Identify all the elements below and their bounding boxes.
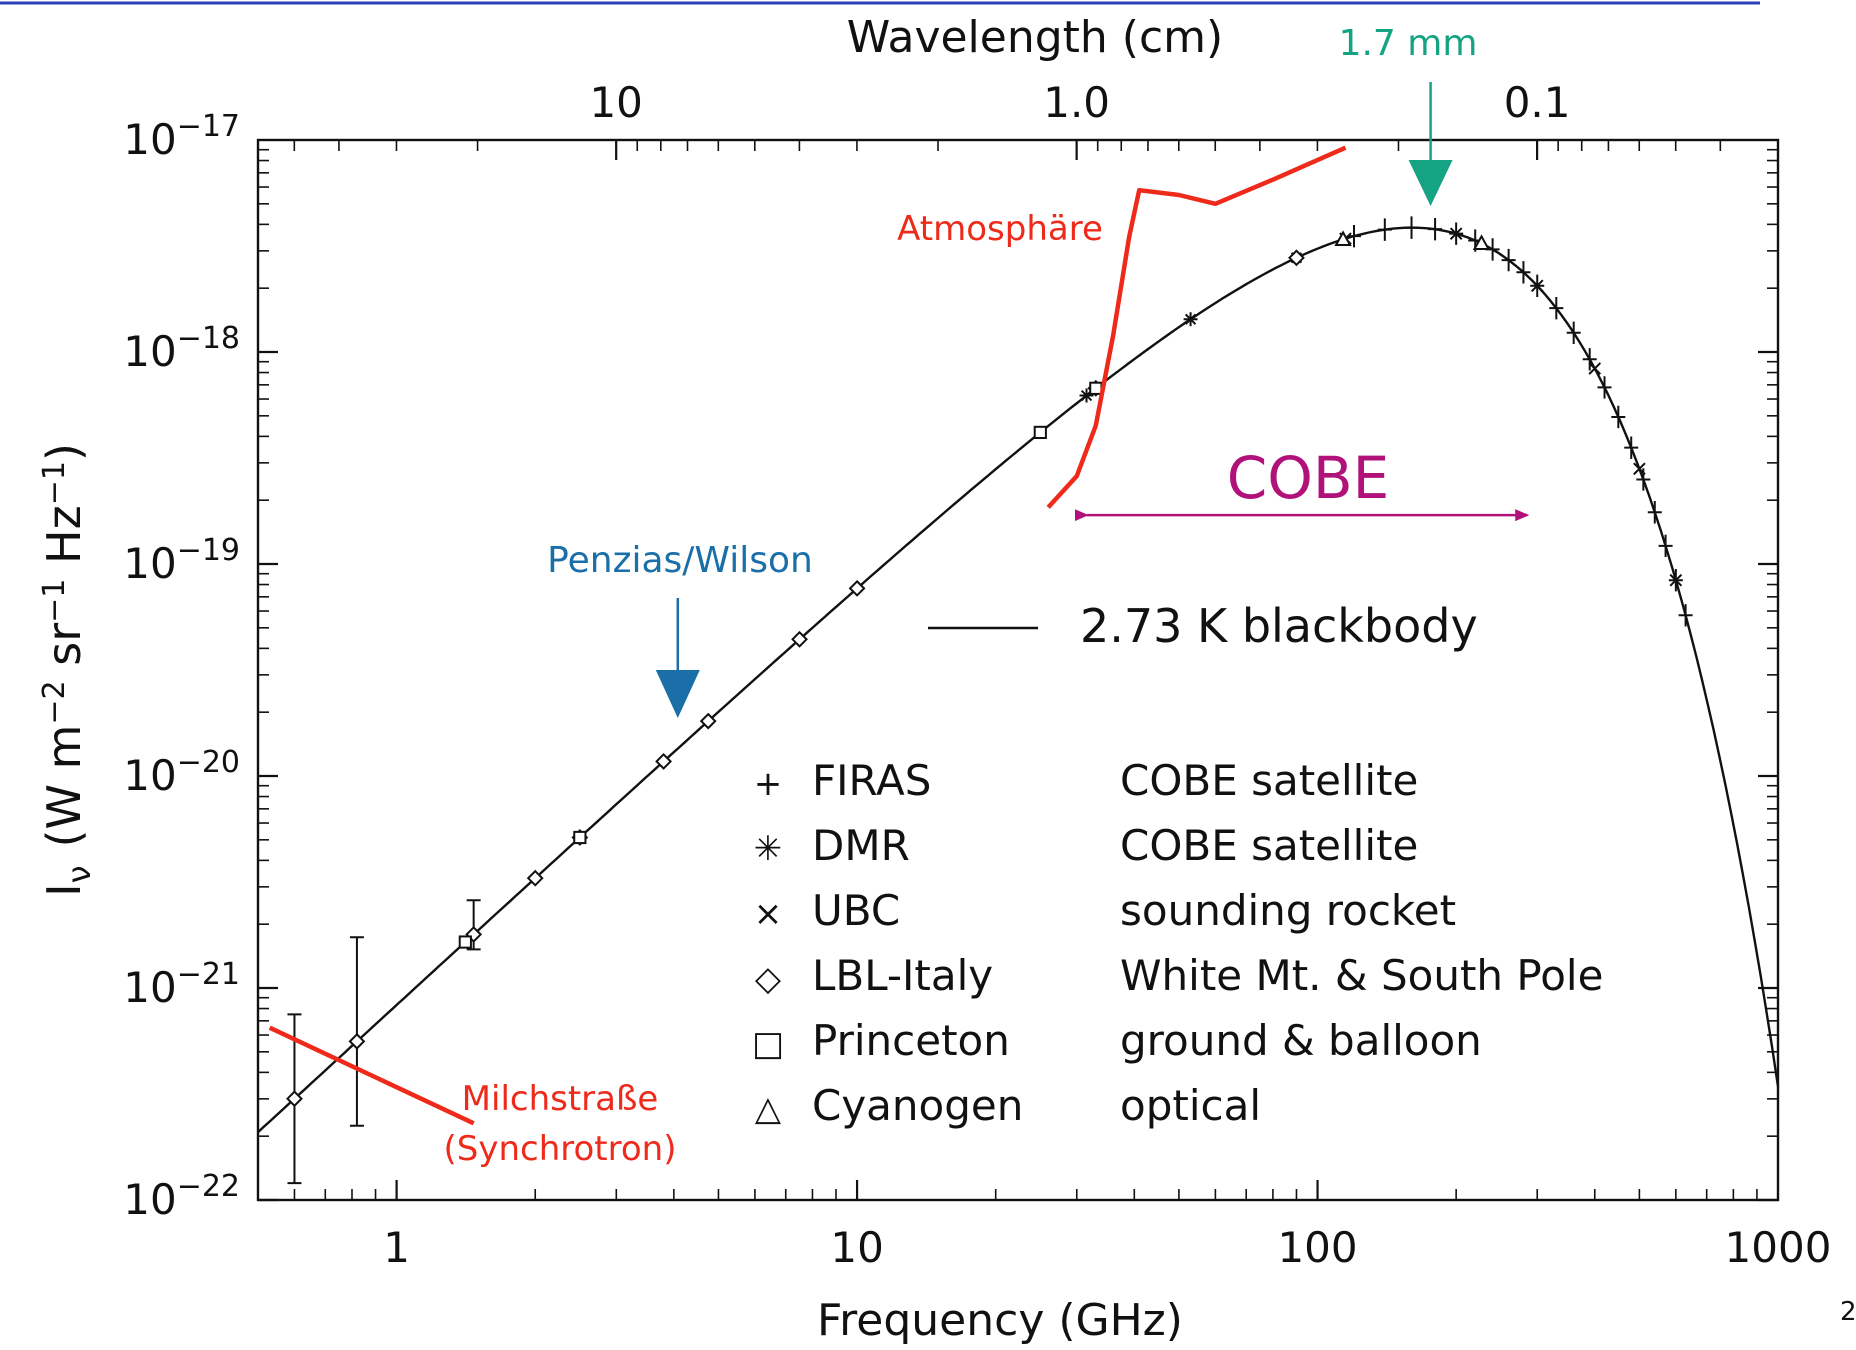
peak-label: 1.7 mm xyxy=(1339,23,1478,64)
legend-name: LBL-Italy xyxy=(812,951,993,1000)
x-tick-label: 10 xyxy=(830,1223,883,1272)
penzias-wilson-label: Penzias/Wilson xyxy=(547,540,813,581)
princeton-point xyxy=(573,830,587,845)
y-axis-label-units: (W m xyxy=(37,725,91,848)
cyanogen-point xyxy=(1334,230,1352,247)
legend-desc: White Mt. & South Pole xyxy=(1120,951,1603,1000)
legend-symbol: △ xyxy=(755,1089,782,1129)
firas-point xyxy=(1377,218,1392,241)
legend-name: FIRAS xyxy=(812,756,931,805)
milkyway-line xyxy=(268,1025,475,1126)
y-tick-labels: 10−17 10−18 10−19 10−20 10−21 10−22 xyxy=(123,109,240,1224)
lbl-point xyxy=(1288,249,1305,267)
plot-frame xyxy=(256,138,1780,1202)
legend-desc: optical xyxy=(1120,1081,1261,1130)
x-tick-label: 1000 xyxy=(1725,1223,1832,1272)
lbl-point xyxy=(465,926,483,943)
lbl-point xyxy=(791,630,808,648)
y-tick-label: 10−18 xyxy=(123,321,240,376)
dmr-point xyxy=(1183,312,1198,327)
svg-text:Iν(W m−2 sr−1 Hz−1): Iν(W m−2 sr−1 Hz−1) xyxy=(37,443,98,897)
firas-point xyxy=(1597,376,1612,399)
y-axis-label-main: I xyxy=(37,883,91,897)
legend-symbol: ✳ xyxy=(754,829,783,869)
lbl-point xyxy=(526,869,544,887)
ubc-point xyxy=(1530,279,1544,293)
peak-arrowhead xyxy=(1408,160,1453,206)
x2-tick-label: 10 xyxy=(589,78,642,127)
page-number: 2 xyxy=(1840,1297,1856,1327)
x-tick-label: 100 xyxy=(1277,1223,1357,1272)
princeton-point xyxy=(458,935,472,949)
atmosphere-label: Atmosphäre xyxy=(897,209,1103,249)
firas-point xyxy=(1611,405,1626,429)
legend: + FIRAS COBE satellite ✳ DMR COBE satellite × U… xyxy=(752,756,1604,1130)
legend-desc: COBE satellite xyxy=(1120,821,1418,870)
princeton-point xyxy=(1089,381,1103,395)
x-axis-label: Frequency (GHz) xyxy=(817,1295,1183,1346)
legend-desc: ground & balloon xyxy=(1120,1016,1482,1065)
firas-point xyxy=(1516,261,1531,284)
y-axis-label-sub: ν xyxy=(60,865,98,883)
y-tick-label: 10−22 xyxy=(123,1169,240,1224)
legend-name: Princeton xyxy=(812,1016,1010,1065)
firas-point xyxy=(1624,436,1639,459)
firas-point xyxy=(1428,217,1443,241)
x2-tick-label: 0.1 xyxy=(1504,78,1571,127)
dmr-point xyxy=(1079,388,1094,403)
legend-name: Cyanogen xyxy=(812,1081,1023,1130)
legend-symbol: × xyxy=(754,894,783,934)
y-tick-label: 10−19 xyxy=(123,533,240,588)
blackbody-curve xyxy=(257,226,1780,1134)
lbl-point xyxy=(655,753,672,770)
data-markers xyxy=(286,216,1693,1185)
y-tick-label: 10−20 xyxy=(123,745,240,800)
milkyway-label-line1: Milchstraße xyxy=(462,1079,659,1119)
atmosphere-curve xyxy=(1046,145,1347,509)
legend-symbol: ◇ xyxy=(755,959,782,999)
lbl-point xyxy=(286,1090,303,1108)
princeton-point xyxy=(1033,425,1047,440)
milkyway-label-line2: (Synchrotron) xyxy=(444,1129,677,1169)
ubc-point xyxy=(1633,462,1646,476)
legend-desc: sounding rocket xyxy=(1120,886,1456,935)
lbl-point xyxy=(848,579,866,597)
legend-name: UBC xyxy=(812,886,900,935)
error-bar xyxy=(349,936,364,1127)
firas-point xyxy=(1658,534,1673,558)
firas-point xyxy=(1678,604,1693,627)
x-tick-labels: 1 10 100 1000 xyxy=(383,1223,1831,1272)
blackbody-legend-label: 2.73 K blackbody xyxy=(1080,599,1478,653)
y-tick-label: 10−21 xyxy=(123,957,240,1012)
legend-symbol: □ xyxy=(752,1024,784,1064)
legend-desc: COBE satellite xyxy=(1120,756,1418,805)
ubc-point xyxy=(1588,362,1602,375)
legend-name: DMR xyxy=(812,821,910,870)
ubc-point xyxy=(1449,227,1463,240)
firas-point xyxy=(1566,321,1581,345)
y-tick-label: 10−17 xyxy=(123,109,240,164)
lbl-point xyxy=(699,712,717,730)
firas-point xyxy=(1501,248,1516,272)
firas-point xyxy=(1549,296,1564,320)
firas-point xyxy=(1404,216,1419,239)
firas-point xyxy=(1647,501,1662,524)
x2-axis-label: Wavelength (cm) xyxy=(847,12,1223,63)
penzias-wilson-arrowhead xyxy=(655,670,700,718)
axis-ticks xyxy=(257,140,1779,1202)
x2-tick-label: 1.0 xyxy=(1043,78,1110,127)
ubc-point xyxy=(1669,573,1683,587)
firas-point xyxy=(1582,348,1597,371)
cyanogen-point xyxy=(1472,234,1491,251)
x2-tick-labels: 10 1.0 0.1 xyxy=(589,78,1570,127)
x-tick-label: 1 xyxy=(383,1223,410,1272)
legend-symbol: + xyxy=(754,764,783,804)
y-axis-label: Iν(W m−2 sr−1 Hz−1) xyxy=(37,443,98,897)
lbl-point xyxy=(348,1032,366,1050)
cobe-label: COBE xyxy=(1227,444,1390,512)
